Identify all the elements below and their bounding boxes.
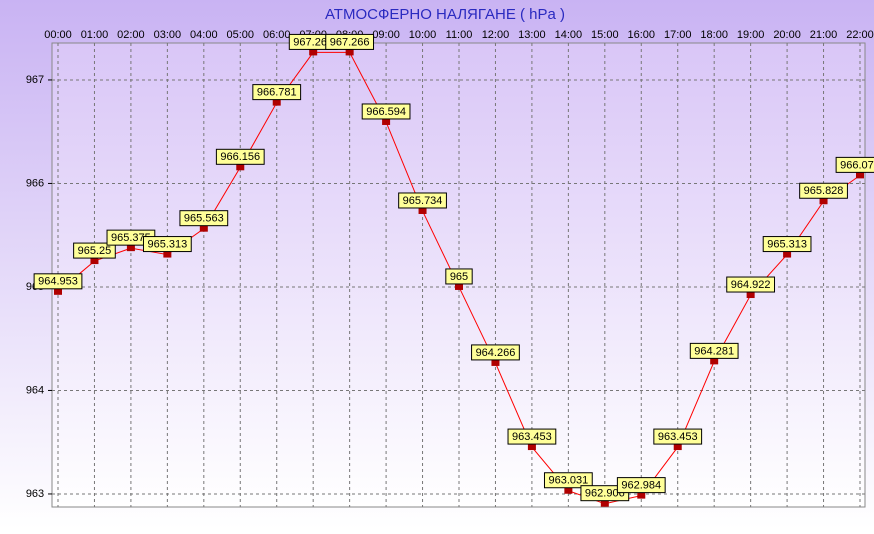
value-label-box	[653, 428, 703, 445]
x-tick-label: 01:00	[81, 29, 109, 41]
x-tick-label: 14:00	[555, 29, 583, 41]
value-label-box	[445, 268, 473, 285]
value-label-box	[580, 485, 630, 502]
value-label: 964.922	[731, 279, 771, 291]
marker	[236, 164, 245, 171]
value-label-box	[835, 156, 874, 173]
value-label: 965	[450, 271, 468, 283]
x-tick-label: 22:00	[846, 29, 874, 41]
marker	[126, 245, 135, 252]
value-label-box	[252, 84, 302, 101]
value-label: 966.078	[840, 159, 874, 171]
marker	[90, 258, 99, 265]
x-tick-label: 13:00	[518, 29, 546, 41]
x-tick-label: 15:00	[591, 29, 619, 41]
value-label-box	[33, 273, 83, 290]
value-label-box	[361, 103, 411, 120]
value-label-box	[215, 148, 265, 165]
value-label: 964.266	[476, 347, 516, 359]
value-label-box	[726, 276, 776, 293]
value-label: 964.281	[694, 345, 734, 357]
value-label-box	[616, 477, 666, 494]
value-label-box	[398, 192, 447, 209]
value-label-box	[507, 428, 557, 445]
value-label: 965.828	[804, 185, 844, 197]
y-tick-label: 963	[26, 488, 44, 500]
value-label: 962.906	[585, 488, 625, 500]
marker	[527, 444, 536, 451]
value-label: 965.25	[78, 245, 112, 257]
value-label: 963.453	[658, 431, 698, 443]
marker	[637, 492, 646, 499]
x-tick-label: 03:00	[154, 29, 182, 41]
x-tick-label: 21:00	[810, 29, 838, 41]
value-label: 966.156	[220, 151, 260, 163]
value-label-box	[142, 236, 192, 253]
marker	[418, 207, 427, 214]
value-label: 967.266	[330, 36, 370, 48]
x-tick-label: 16:00	[628, 29, 656, 41]
x-tick-label: 19:00	[737, 29, 765, 41]
value-label: 966.781	[257, 87, 297, 99]
marker	[491, 359, 500, 366]
x-tick-label: 12:00	[482, 29, 510, 41]
marker	[673, 444, 682, 451]
marker	[600, 500, 609, 507]
marker	[199, 225, 208, 232]
y-tick-label: 966	[26, 177, 44, 189]
marker	[382, 118, 391, 125]
x-tick-label: 20:00	[773, 29, 801, 41]
marker	[746, 292, 755, 299]
value-label-box	[799, 182, 848, 199]
y-tick-label: 967	[26, 74, 44, 86]
marker	[710, 358, 719, 365]
marker	[564, 487, 573, 494]
value-label-box	[73, 242, 116, 259]
value-label-box	[543, 472, 593, 489]
y-tick-label: 964	[26, 384, 44, 396]
value-label: 963.453	[512, 431, 552, 443]
x-tick-label: 00:00	[44, 29, 72, 41]
marker	[309, 49, 318, 56]
value-label: 965.313	[767, 238, 807, 250]
value-label: 962.984	[621, 480, 661, 492]
x-tick-label: 04:00	[190, 29, 218, 41]
value-label: 967.266	[293, 36, 333, 48]
x-tick-label: 05:00	[227, 29, 255, 41]
chart-title: АТМОСФЕРНО НАЛЯГАНЕ ( hPa )	[325, 6, 565, 23]
value-label-box	[179, 210, 229, 227]
marker	[54, 288, 62, 295]
marker	[819, 198, 828, 205]
x-tick-label: 09:00	[372, 29, 400, 41]
x-tick-label: 10:00	[409, 29, 437, 41]
value-label-box	[325, 33, 375, 50]
value-label: 964.953	[38, 276, 78, 288]
x-tick-label: 11:00	[446, 29, 473, 41]
marker	[783, 251, 792, 258]
value-label: 963.031	[548, 475, 588, 487]
value-label: 965.734	[403, 195, 443, 207]
marker	[163, 251, 172, 258]
x-tick-label: 17:00	[664, 29, 692, 41]
marker	[856, 172, 864, 179]
value-label-box	[689, 342, 739, 359]
x-tick-label: 06:00	[263, 29, 291, 41]
x-tick-label: 18:00	[700, 29, 728, 41]
marker	[272, 99, 281, 106]
x-tick-label: 02:00	[117, 29, 145, 41]
value-label: 965.313	[147, 238, 187, 250]
marker	[455, 283, 463, 290]
marker	[345, 49, 354, 56]
value-label: 965.375	[111, 232, 151, 244]
value-label-box	[471, 344, 520, 361]
value-label: 965.563	[184, 213, 224, 225]
value-label: 966.594	[366, 106, 406, 118]
value-label-box	[762, 236, 812, 253]
